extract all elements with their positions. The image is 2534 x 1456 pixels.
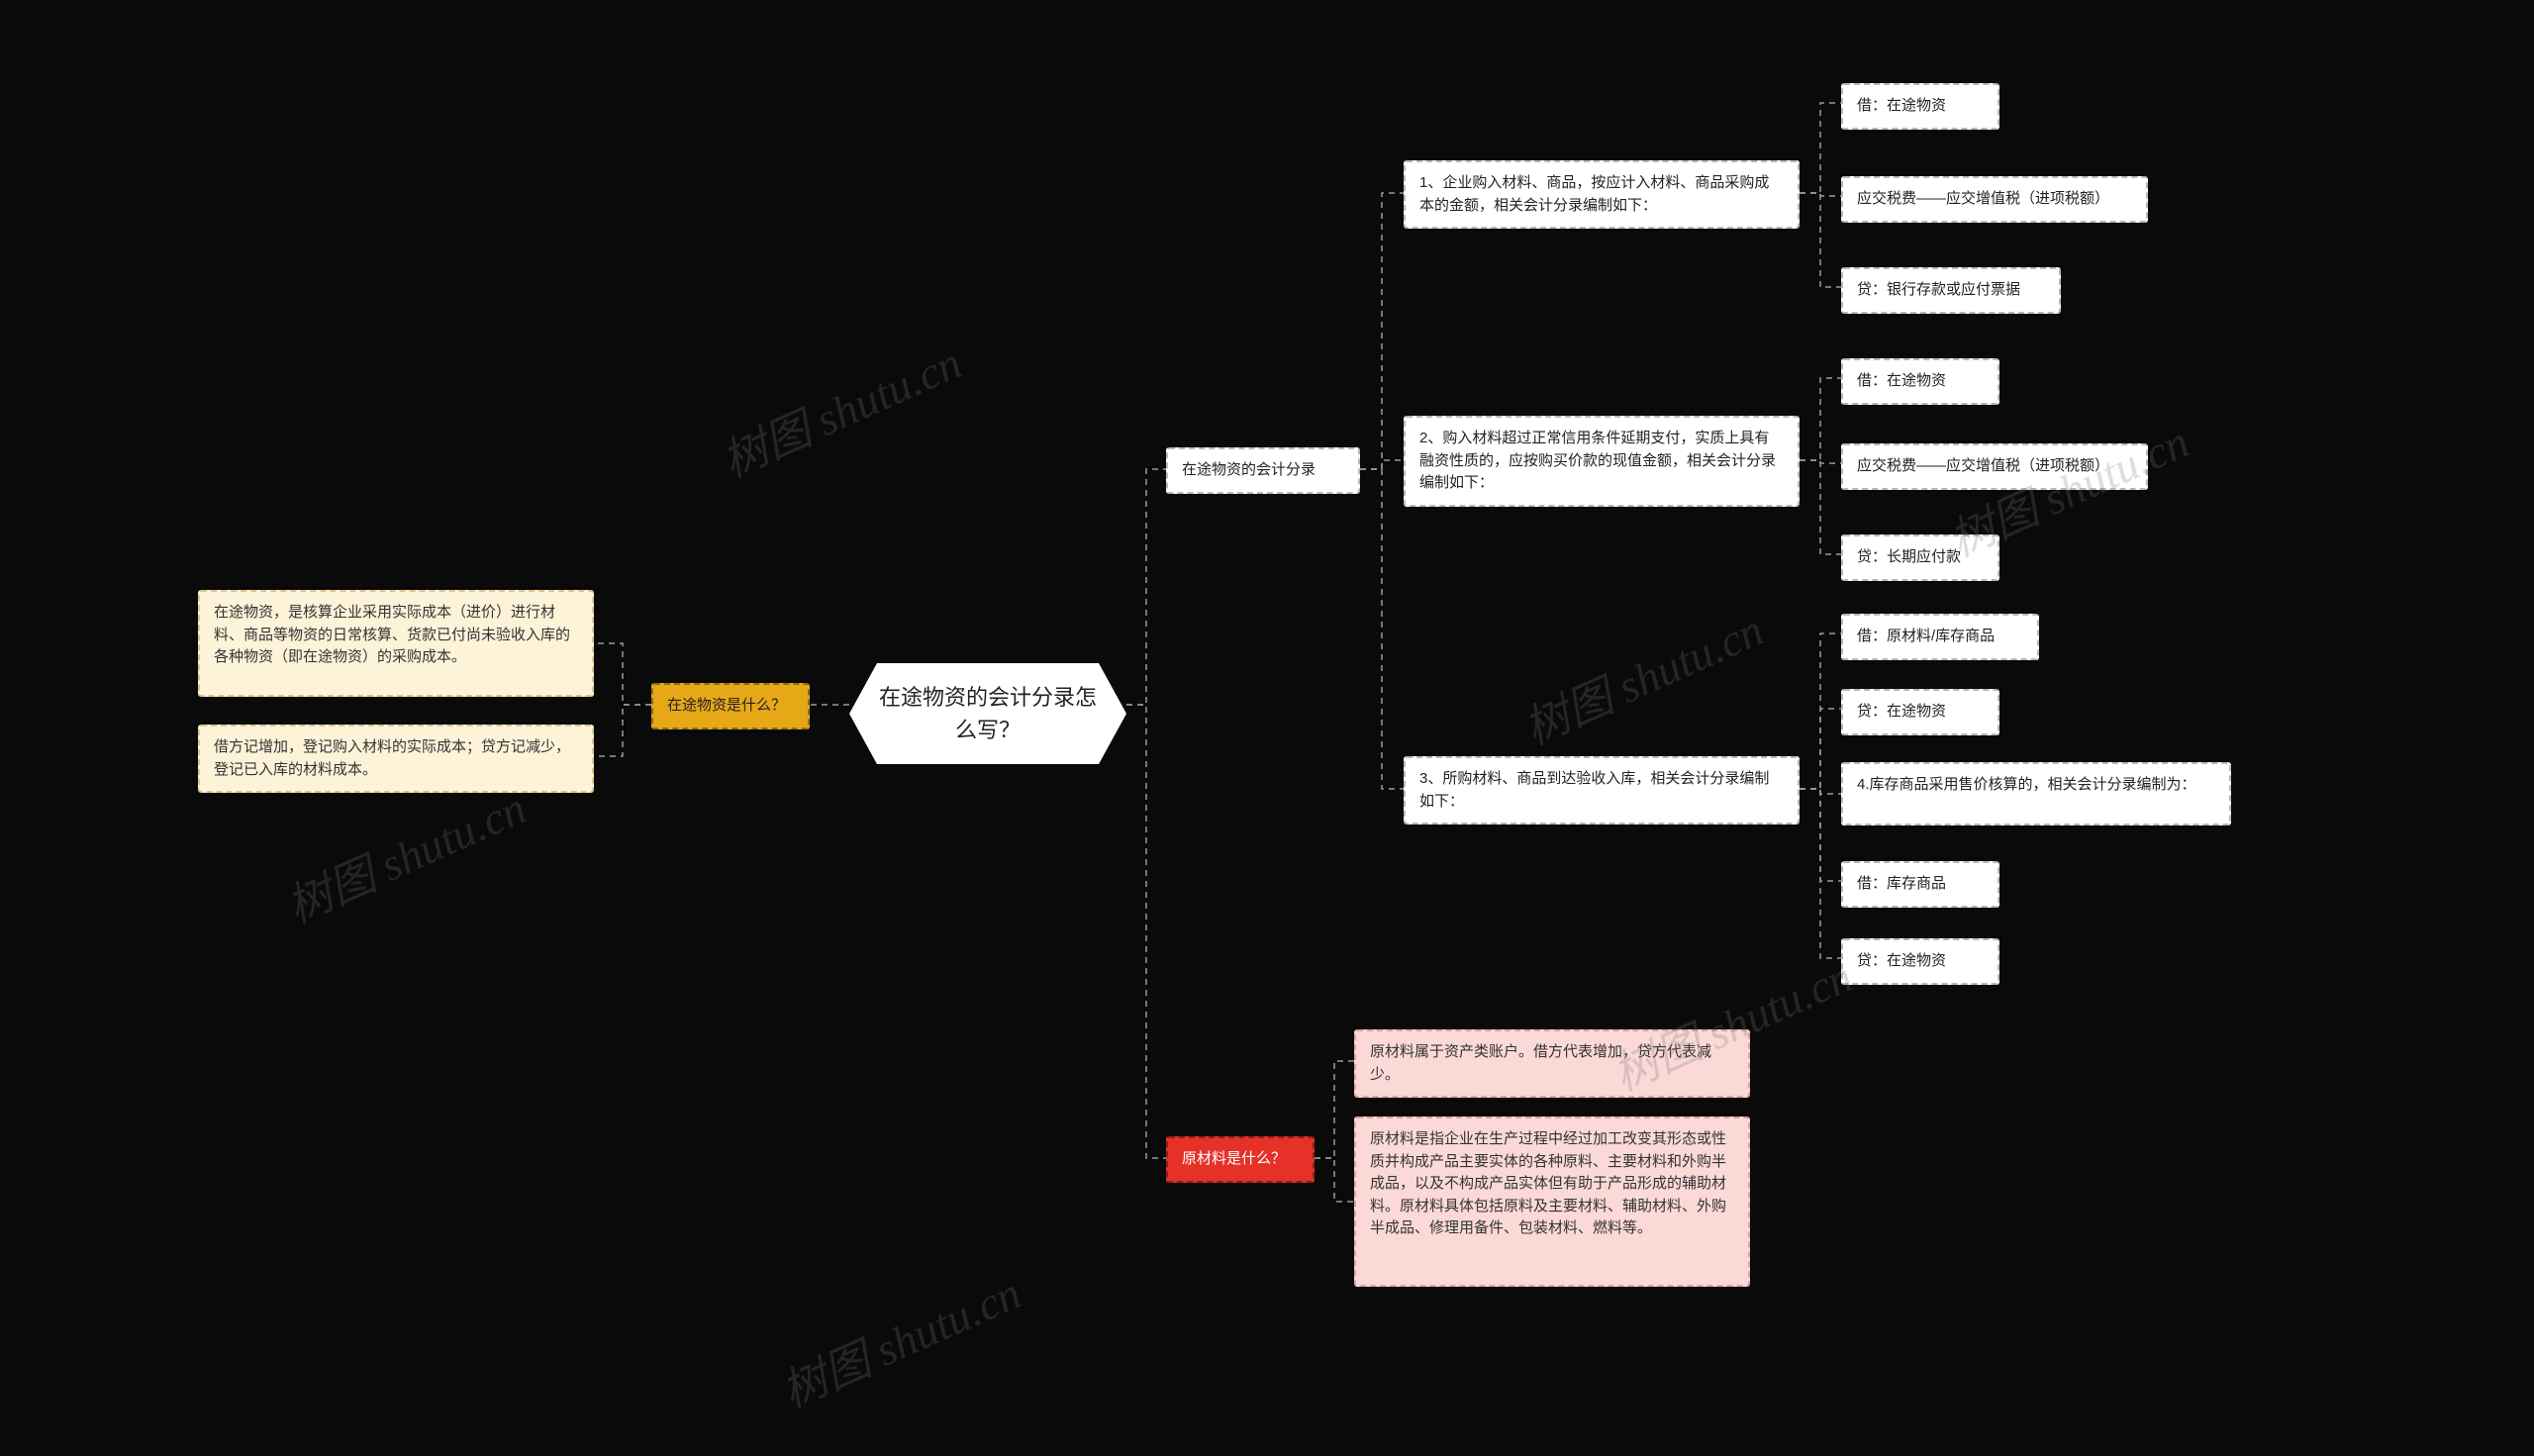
rb1-child-1: 原材料是指企业在生产过程中经过加工改变其形态或性质并构成产品主要实体的各种原料、… <box>1354 1116 1750 1287</box>
left-branch-title: 在途物资是什么？ <box>651 683 810 729</box>
rb0-child-0-leaf-2: 贷：银行存款或应付票据 <box>1841 267 2061 314</box>
rb0-child-2-leaf-2: 4.库存商品采用售价核算的，相关会计分录编制为： <box>1841 762 2231 825</box>
rb1-child-0: 原材料属于资产类账户。借方代表增加，贷方代表减少。 <box>1354 1029 1750 1098</box>
rb0-child-1-leaf-2: 贷：长期应付款 <box>1841 534 1999 581</box>
right-branch-0-title: 在途物资的会计分录 <box>1166 447 1360 494</box>
watermark: 树图 shutu.cn <box>770 1257 1030 1420</box>
rb0-child-2-leaf-3: 借：库存商品 <box>1841 861 1999 908</box>
rb0-child-1-leaf-0: 借：在途物资 <box>1841 358 1999 405</box>
left-leaf-1: 借方记增加，登记购入材料的实际成本；贷方记减少，登记已入库的材料成本。 <box>198 725 594 793</box>
rb0-child-2-leaf-0: 借：原材料/库存商品 <box>1841 614 2039 660</box>
rb0-child-1: 2、购入材料超过正常信用条件延期支付，实质上具有融资性质的，应按购买价款的现值金… <box>1404 416 1800 507</box>
rb0-child-0: 1、企业购入材料、商品，按应计入材料、商品采购成本的金额，相关会计分录编制如下： <box>1404 160 1800 229</box>
rb0-child-2: 3、所购材料、商品到达验收入库，相关会计分录编制如下： <box>1404 756 1800 825</box>
watermark: 树图 shutu.cn <box>711 327 971 490</box>
rb0-child-0-leaf-0: 借：在途物资 <box>1841 83 1999 130</box>
rb0-child-0-leaf-1: 应交税费——应交增值税（进项税额） <box>1841 176 2148 223</box>
right-branch-1-title: 原材料是什么？ <box>1166 1136 1315 1183</box>
watermark: 树图 shutu.cn <box>1512 594 1773 757</box>
rb0-child-2-leaf-4: 贷：在途物资 <box>1841 938 1999 985</box>
watermark: 树图 shutu.cn <box>275 772 536 935</box>
left-leaf-0: 在途物资，是核算企业采用实际成本（进价）进行材料、商品等物资的日常核算、货款已付… <box>198 590 594 697</box>
rb0-child-1-leaf-1: 应交税费——应交增值税（进项税额） <box>1841 443 2148 490</box>
rb0-child-2-leaf-1: 贷：在途物资 <box>1841 689 1999 735</box>
root-node: 在途物资的会计分录怎么写？ <box>849 663 1126 764</box>
